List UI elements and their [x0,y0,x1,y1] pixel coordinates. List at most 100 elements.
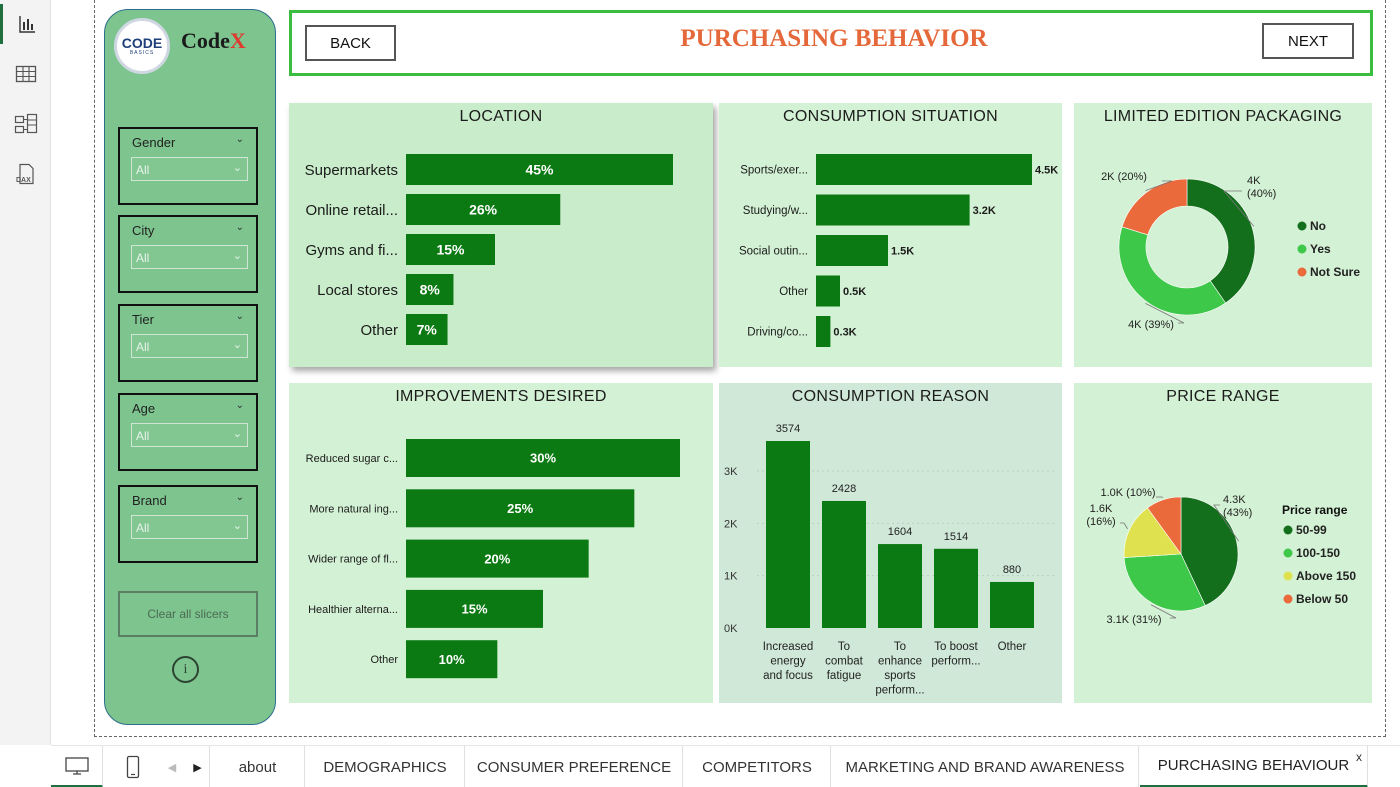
dax-query-icon[interactable]: DAX [0,154,51,194]
gender-dropdown[interactable]: All ⌄ [131,157,248,181]
age-dropdown[interactable]: All ⌄ [131,423,248,447]
data-label: 30% [530,451,556,466]
slice-label: 4K [1247,175,1261,187]
category-label: Local stores [317,282,398,299]
improvements-chart[interactable]: IMPROVEMENTS DESIRED Reduced sugar c... 3… [289,383,713,703]
consumption-situation-chart[interactable]: CONSUMPTION SITUATION Sports/exer... 4.5K… [719,103,1062,367]
tier-dropdown[interactable]: All ⌄ [131,334,248,358]
bar [406,154,673,185]
chart-title: CONSUMPTION SITUATION [783,108,998,125]
desktop-layout-icon[interactable] [51,746,103,787]
consumption-reason-chart-svg: 0K 1K 2K 3K 3574 Increased energy and focus 2428… [724,423,1054,697]
legend-label: 100-150 [1296,546,1340,560]
tab-purchasing-behaviour[interactable]: PURCHASING BEHAVIOUR [1140,746,1368,787]
chevron-down-icon[interactable]: ⌄ [235,400,244,411]
data-label: 1.5K [891,245,914,257]
category-label: Studying/w... [743,205,808,217]
brand-name: CodeX [181,28,246,54]
pie-slice [1186,178,1256,304]
brand-name-prefix: Code [181,28,230,53]
mobile-layout-icon[interactable] [108,746,158,787]
chevron-down-icon[interactable]: ⌄ [235,311,244,322]
pie-slice [1121,178,1188,236]
slicer-title: Gender [132,135,176,150]
price-range-chart[interactable]: PRICE RANGE 4.3K (43%) 3.1K (31%) 1.6K (16%)… [1074,383,1372,703]
view-rail: DAX [0,0,51,745]
chevron-down-icon[interactable]: ⌄ [235,134,244,145]
scroll-right-icon[interactable]: ▶ [186,746,210,787]
chevron-down-icon[interactable]: ⌄ [235,222,244,233]
page-tab-bar: ◀ ▶ about DEMOGRAPHICS CONSUMER PREFEREN… [51,745,1400,787]
bar [816,194,970,226]
table-view-icon[interactable] [0,54,51,94]
back-button[interactable]: BACK [305,25,396,61]
category-label: sports [884,670,916,682]
pie-slice [1118,226,1226,316]
clear-all-slicers-button[interactable]: Clear all slicers [118,591,258,637]
category-label: To [838,641,850,653]
brand-name-suffix: X [229,28,246,53]
report-canvas [94,0,1386,737]
next-button[interactable]: NEXT [1262,23,1354,59]
slice-label: 4K (39%) [1128,319,1174,331]
dropdown-value: All [136,521,150,535]
bar [406,439,680,477]
category-label: Other [998,641,1027,653]
logo-subtext: BASICS [129,50,155,56]
bar [934,548,978,628]
limited-edition-chart[interactable]: LIMITED EDITION PACKAGING 4K (40%) 4K (39%… [1074,103,1372,367]
data-label: 4.5K [1035,164,1058,176]
leader-line [1145,303,1185,324]
tab-marketing-brand-awareness[interactable]: MARKETING AND BRAND AWARENESS [832,746,1139,787]
slicer-city: City ⌄ All ⌄ [118,215,258,293]
pie-slice [1123,507,1182,558]
close-tab-icon[interactable]: x [1356,750,1362,764]
legend-marker [1297,267,1307,277]
legend-marker [1297,221,1307,231]
legend-label: Yes [1310,242,1331,256]
report-view-icon[interactable] [0,4,51,44]
legend-marker [1283,548,1293,558]
location-chart[interactable]: LOCATION Supermarkets 45% Online retail...… [289,103,713,367]
chevron-down-icon: ⌄ [232,428,242,440]
chart-title: PRICE RANGE [1166,388,1280,405]
brand-dropdown[interactable]: All ⌄ [131,515,248,539]
bar [406,640,498,679]
bar [406,589,543,628]
legend-label: 50-99 [1296,523,1327,537]
category-label: More natural ing... [309,503,398,515]
tab-about[interactable]: about [211,746,305,787]
slicer-gender: Gender ⌄ All ⌄ [118,127,258,205]
bar [406,489,635,528]
tab-demographics[interactable]: DEMOGRAPHICS [306,746,465,787]
slice-label: 2K (20%) [1101,171,1147,183]
category-label: Sports/exer... [740,165,808,177]
scroll-left-icon[interactable]: ◀ [167,761,177,774]
y-tick-label: 1K [724,571,738,583]
svg-text:DAX: DAX [16,177,31,184]
leader-line [1156,496,1164,499]
bar [816,235,888,266]
y-tick-label: 3K [724,466,738,478]
category-label: To [894,641,906,653]
chart-title: LIMITED EDITION PACKAGING [1103,108,1343,125]
price-range-chart-svg: 4.3K(43%) 3.1K (31%) 1.6K(16%) 1.0K (10%) Pr… [1086,487,1356,626]
codebasics-logo: CODE BASICS [114,18,170,74]
category-label: Other [360,322,398,339]
tab-consumer-preference[interactable]: CONSUMER PREFERENCE [466,746,683,787]
info-icon[interactable]: i [172,656,199,683]
category-label: Increased [763,641,814,653]
city-dropdown[interactable]: All ⌄ [131,245,248,269]
data-label: 0.3K [833,326,856,338]
data-label: 1514 [944,531,968,543]
bar [406,539,589,578]
slicer-title: Tier [132,312,154,327]
model-view-icon[interactable] [0,104,51,144]
tab-competitors[interactable]: COMPETITORS [684,746,831,787]
consumption-reason-chart[interactable]: CONSUMPTION REASON 0K 1K 2K 3K 3574 Increased… [719,383,1062,703]
leader-line [1223,190,1255,227]
chevron-down-icon: ⌄ [232,520,242,532]
legend-label: Not Sure [1310,265,1360,279]
chevron-down-icon[interactable]: ⌄ [235,492,244,503]
dropdown-value: All [136,429,150,443]
